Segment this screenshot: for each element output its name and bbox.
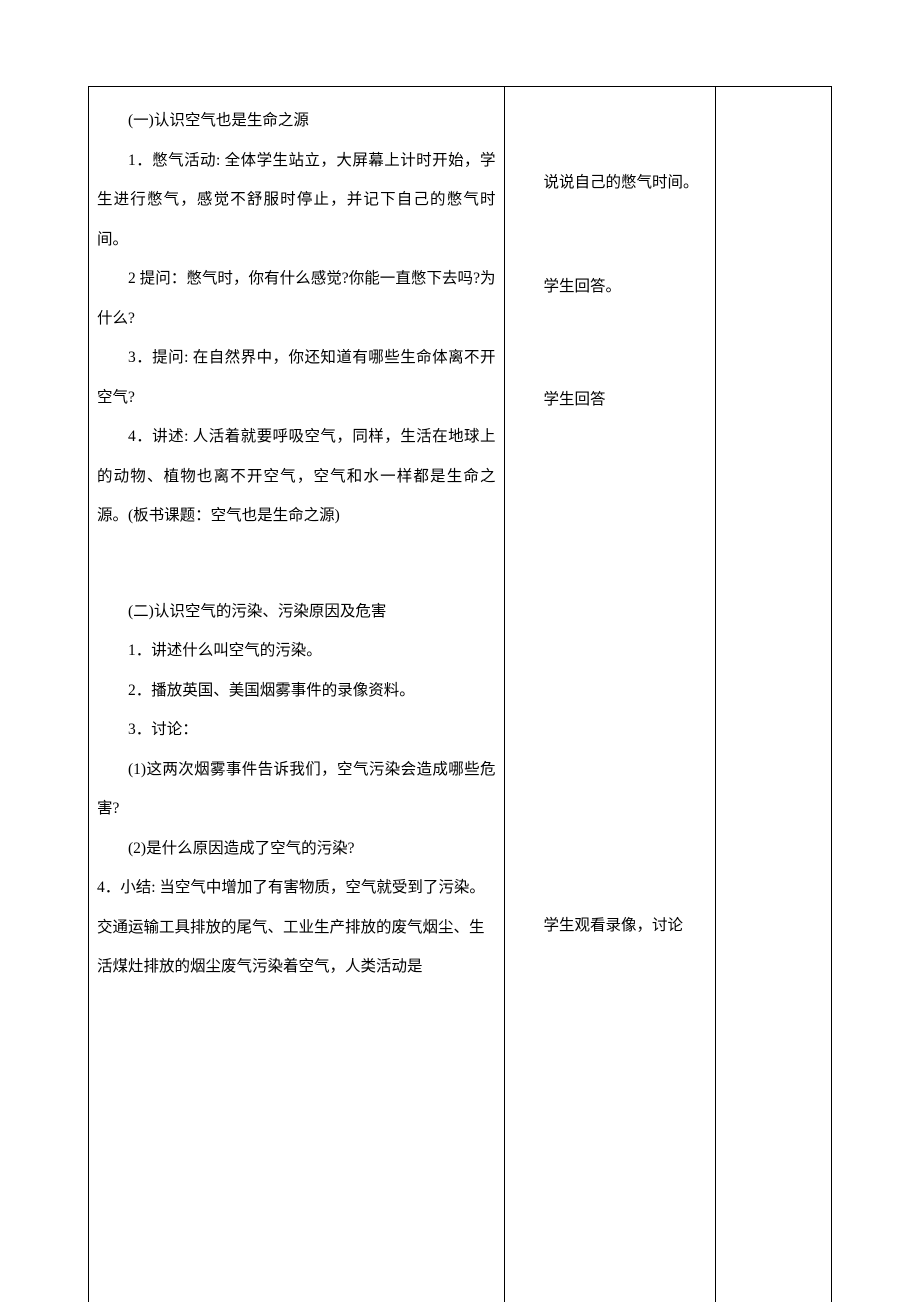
section-1-para-4: 4．讲述: 人活着就要呼吸空气，同样，生活在地球上的动物、植物也离不开空气，空气…: [97, 417, 496, 536]
student-note-3: 学生回答: [513, 380, 699, 420]
section-2-para-6: 4．小结: 当空气中增加了有害物质，空气就受到了污染。交通运输工具排放的尾气、工…: [97, 868, 496, 987]
section-2-para-3: 3．讨论：: [97, 710, 496, 750]
section-1-para-2: 2 提问：憋气时，你有什么感觉?你能一直憋下去吗?为什么?: [97, 259, 496, 338]
student-note-1: 说说自己的憋气时间。: [513, 163, 699, 203]
section-2-title: (二)认识空气的污染、污染原因及危害: [97, 592, 496, 632]
section-2-para-1: 1．讲述什么叫空气的污染。: [97, 631, 496, 671]
section-1-para-1: 1．憋气活动: 全体学生站立，大屏幕上计时开始，学生进行憋气，感觉不舒服时停止，…: [97, 141, 496, 260]
column-notes: [716, 87, 831, 1302]
section-spacer: [97, 536, 496, 592]
section-2-para-4: (1)这两次烟雾事件告诉我们，空气污染会造成哪些危害?: [97, 750, 496, 829]
column-student-activity: 说说自己的憋气时间。 学生回答。 学生回答 学生观看录像，讨论: [505, 87, 716, 1302]
column-teacher-activity: (一)认识空气也是生命之源 1．憋气活动: 全体学生站立，大屏幕上计时开始，学生…: [89, 87, 505, 1302]
lesson-plan-table: (一)认识空气也是生命之源 1．憋气活动: 全体学生站立，大屏幕上计时开始，学生…: [88, 86, 832, 1302]
student-note-2: 学生回答。: [513, 267, 699, 307]
section-1-title: (一)认识空气也是生命之源: [97, 101, 496, 141]
student-note-4: 学生观看录像，讨论: [513, 906, 699, 946]
section-2-para-2: 2．播放英国、美国烟雾事件的录像资料。: [97, 671, 496, 711]
section-2-para-5: (2)是什么原因造成了空气的污染?: [97, 829, 496, 869]
section-1-para-3: 3．提问: 在自然界中，你还知道有哪些生命体离不开空气?: [97, 338, 496, 417]
